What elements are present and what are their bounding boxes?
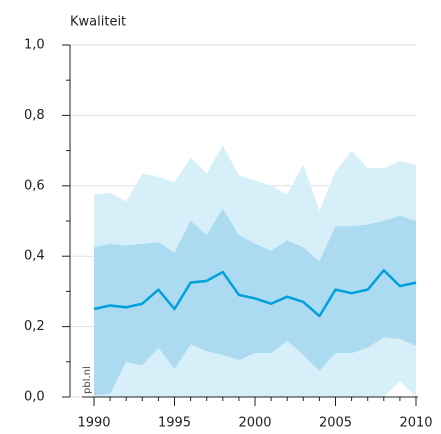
- y-tick-label: 0,4: [24, 249, 45, 264]
- x-tick-label: 1995: [158, 416, 191, 431]
- band: [94, 208, 416, 396]
- x-tick-label: 1990: [77, 416, 110, 431]
- y-tick-label: 0,2: [24, 319, 45, 334]
- x-tick-label: 2010: [399, 416, 432, 431]
- y-tick-label: 0,6: [24, 178, 45, 193]
- x-tick-label: 2000: [238, 416, 271, 431]
- watermark: pbl.nl: [82, 366, 93, 394]
- y-tick-label: 0,0: [24, 390, 45, 405]
- line: [93, 269, 417, 318]
- y-tick-label: 1,0: [24, 38, 45, 53]
- y-tick-label: 0,8: [24, 108, 45, 123]
- chart-title: Kwaliteit: [70, 15, 126, 30]
- x-tick-label: 2005: [319, 416, 352, 431]
